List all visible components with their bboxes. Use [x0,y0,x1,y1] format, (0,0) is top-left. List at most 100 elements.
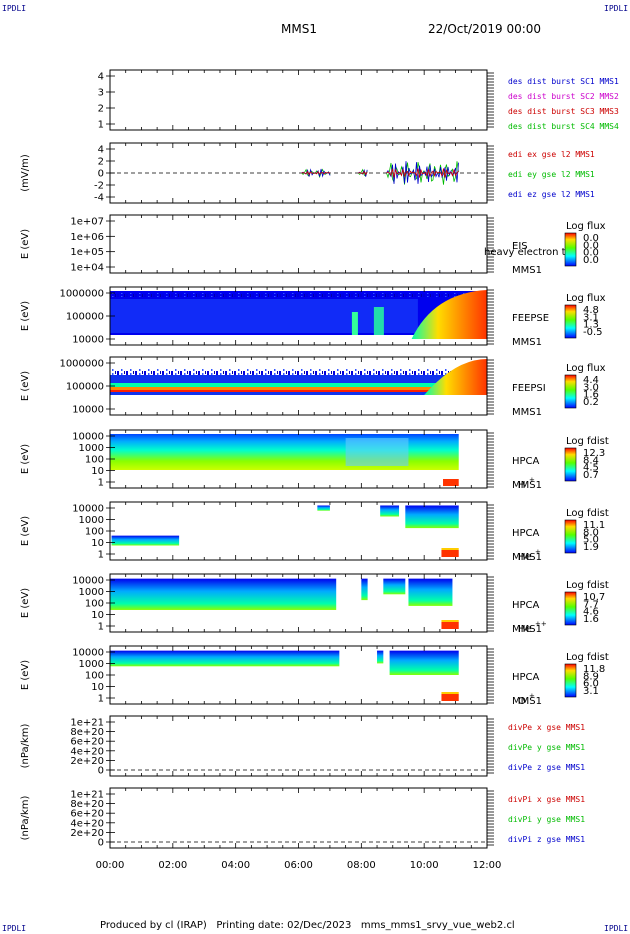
colorbar-tick-label: 4.5 [583,463,599,474]
panel-panel5: 1000000 100000 10000 E (eV) FEEPSI MMS1 Log fl… [20,356,606,418]
y-axis-label: (mV/m) [20,154,31,192]
x-tick-label: 06:00 [284,860,313,871]
y-tick-label: 1e+21 [70,790,104,801]
x-tick-label: 08:00 [347,860,376,871]
instrument-spacecraft-label: MMS1 [512,696,542,707]
y-tick-label: 10000 [72,405,104,416]
y-tick-label: 3 [98,88,104,99]
colorbar-title: Log fdist [566,436,609,447]
y-tick-label: 4e+20 [70,746,104,757]
colorbar-tick-label: 0.2 [583,397,599,408]
instrument-label: HPCA [512,672,540,683]
overlay-label: heavy electron to [484,247,572,258]
corner-label-bottom-right: IPDLI [604,924,629,933]
legend-label: divPe z gse MMS1 [508,763,585,772]
y-tick-label: 10 [91,682,104,693]
instrument-spacecraft-label: MMS1 [512,265,542,276]
spectrogram-band [361,578,368,601]
spectrogram-hot-edge [441,548,459,550]
corner-label-top-right: IPDLI [604,4,629,13]
y-tick-label: 10 [91,466,104,477]
species-charge-label: ++ [535,620,547,628]
spectrogram-band [377,650,384,664]
legend-label: divPi y gse MMS1 [508,815,585,824]
y-tick-label: 1 [98,622,104,633]
spectrogram-band [111,535,180,546]
field-trace [386,168,459,178]
y-tick-label: 100000 [66,382,104,393]
footer: Produced by cl (IRAP) Printing date: 02/… [100,920,515,931]
y-tick-label: 6e+20 [70,737,104,748]
y-tick-label: 10000 [72,335,104,346]
instrument-label: HPCA [512,528,540,539]
y-tick-label: 1000 [79,443,104,454]
instrument-spacecraft-label: MMS1 [512,624,542,635]
colorbar-title: Log fdist [566,580,609,591]
colorbar-tick-label: 4.4 [583,375,599,386]
y-tick-label: 1000 [79,587,104,598]
y-tick-label: 1 [98,120,104,131]
y-tick-label: 4 [98,72,104,83]
panel-frame [109,69,488,131]
y-axis-label: E (eV) [20,444,31,474]
mission-title: MMS1 [281,22,317,36]
footer-produced-by: Produced by cl (IRAP) [100,920,207,931]
colorbar-tick-label: 8.0 [583,527,599,538]
spectrogram-speckle [110,293,487,297]
y-tick-label: 1000000 [59,289,104,300]
y-axis-label: (nPa/km) [20,796,31,841]
y-tick-label: 100 [85,671,104,682]
colorbar-tick-label: 4.8 [583,305,599,316]
y-tick-label: 10000 [72,504,104,515]
species-label: He [518,552,532,563]
footer-script-name: mms_mms1_srvy_vue_web2.cl [360,920,515,931]
instrument-label: HPCA [512,456,540,467]
y-tick-label: 2e+20 [70,756,104,767]
plot-date: 22/Oct/2019 00:00 [428,22,542,36]
species-label: He [518,624,532,635]
panel-panel1: 4 3 2 1 des dist burst SC1 MMS1 des dist burs… [98,69,619,131]
y-axis-label: E (eV) [20,229,31,259]
species-charge-label: + [529,476,535,484]
legend-label: divPi z gse MMS1 [508,835,585,844]
y-tick-label: 100 [85,527,104,538]
field-trace [301,168,331,179]
colorbar-title: Log fdist [566,508,609,519]
instrument-spacecraft-label: MMS1 [512,480,542,491]
panel-panel3: 1e+07 1e+06 1e+05 1e+04 E (eV) EIS MMS1 heavy e… [20,214,606,276]
spectrogram-hot-region [424,359,487,395]
species-charge-label: + [535,548,541,556]
y-tick-label: 8e+20 [70,727,104,738]
instrument-spacecraft-label: MMS1 [512,337,542,348]
y-axis-label: E (eV) [20,516,31,546]
colorbar-tick-label: 11.8 [583,664,605,675]
spectrogram-hot-edge [441,620,459,622]
spectrogram-burst [373,307,384,335]
colorbar-tick-label: 1.6 [583,614,599,625]
panel-frame [109,214,488,274]
y-tick-label: 1 [98,550,104,561]
y-tick-label: 100 [85,599,104,610]
colorbar-tick-label: 0.0 [583,233,599,244]
y-axis-label: E (eV) [20,371,31,401]
y-tick-label: 10000 [72,576,104,587]
colorbar-tick-label: 3.0 [583,382,599,393]
y-tick-label: 10 [91,538,104,549]
colorbar-tick-label: 3.1 [583,686,599,697]
legend-label: des dist burst SC2 MMS2 [508,92,619,101]
colorbar-tick-label: 4.6 [583,607,599,618]
colorbar [564,519,577,554]
panel-frame [109,715,488,777]
corner-label-bottom-left: IPDLI [2,924,27,933]
y-tick-label: 1e+05 [70,247,104,258]
colorbar [564,663,577,698]
y-tick-label: 1e+04 [70,263,104,274]
spectrogram-band [405,505,459,529]
colorbar-tick-label: 1.6 [583,390,599,401]
y-tick-label: 1000 [79,515,104,526]
spectrogram-band [110,578,337,610]
legend-label: divPe y gse MMS1 [508,743,585,752]
colorbar-tick-label: 5.0 [583,535,599,546]
colorbar-tick-label: 1.9 [583,542,599,553]
